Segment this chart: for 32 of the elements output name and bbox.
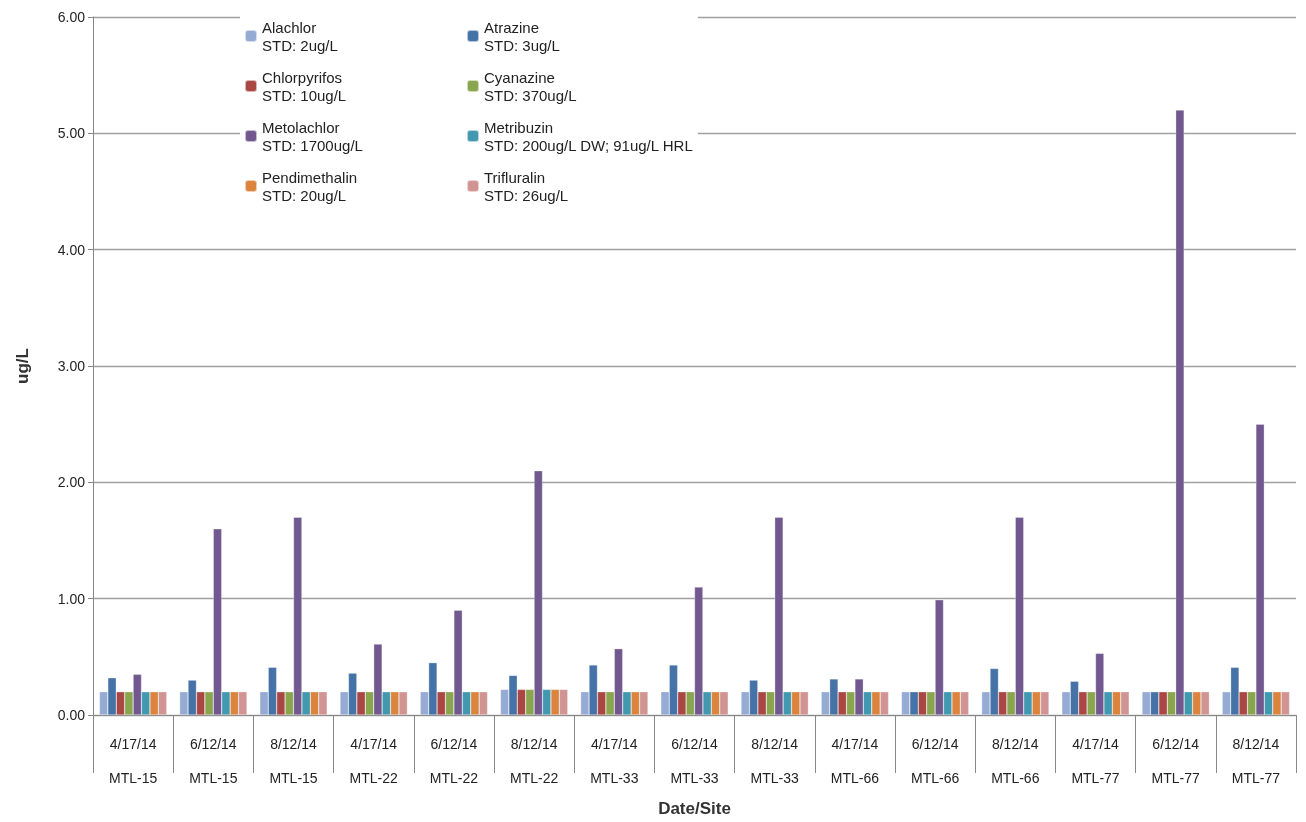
category-label: 4/17/14 MTL-66 (830, 736, 880, 786)
category-label: 4/17/14 MTL-77 (1071, 736, 1120, 786)
category-label: 8/12/14 MTL-15 (269, 736, 318, 786)
y-tick-label: 1.00 (57, 590, 86, 607)
y-tick-label: 0.00 (57, 707, 86, 723)
legend-label: Atrazine STD: 3ug/L (484, 18, 560, 54)
category-label: 8/12/14 MTL-66 (991, 736, 1040, 786)
category-label: 8/12/14 MTL-77 (1231, 736, 1281, 786)
x-axis-title: Date/Site (658, 798, 731, 818)
category-label: 4/17/14 MTL-15 (108, 736, 158, 786)
legend-label: Pendimethalin STD: 20ug/L (262, 168, 358, 204)
legend-label: Metribuzin STD: 200ug/L DW; 91ug/L HRL (484, 118, 693, 154)
y-tick-label: 3.00 (57, 358, 86, 374)
category-label: 8/12/14 MTL-22 (509, 736, 559, 786)
y-tick-label: 5.00 (57, 125, 86, 142)
y-tick-label: 6.00 (57, 9, 86, 25)
category-label: 4/17/14 MTL-22 (349, 736, 398, 786)
legend-label: Trifluralin STD: 26ug/L (484, 168, 569, 204)
y-tick-label: 4.00 (57, 241, 86, 258)
category-label: 6/12/14 MTL-66 (910, 736, 960, 786)
category-label: 6/12/14 MTL-33 (670, 736, 719, 786)
category-label: 4/17/14 MTL-33 (590, 736, 639, 786)
y-tick-label: 2.00 (57, 474, 86, 491)
category-label: 8/12/14 MTL-33 (750, 736, 799, 786)
category-label: 6/12/14 MTL-15 (189, 736, 238, 786)
legend-label: Metolachlor STD: 1700ug/L (262, 118, 363, 154)
legend-label: Chlorpyrifos STD: 10ug/L (262, 68, 347, 104)
category-label: 6/12/14 MTL-77 (1151, 736, 1200, 786)
legend-label: Alachlor STD: 2ug/L (262, 18, 338, 54)
legend-label: Cyanazine STD: 370ug/L (484, 68, 577, 104)
y-axis-title: ug/L (13, 348, 32, 384)
category-label: 6/12/14 MTL-22 (429, 736, 479, 786)
